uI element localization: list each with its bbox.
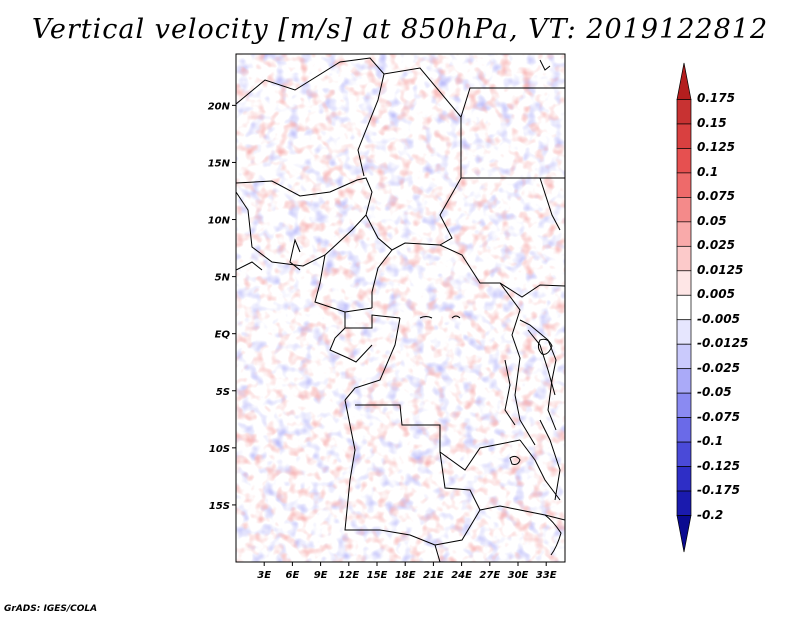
colorbar-label: 0.125 bbox=[697, 140, 735, 155]
colorbar-labels: 0.175 0.15 0.125 0.1 0.075 0.05 0.025 0.0125 0.0… bbox=[697, 0, 797, 618]
colorbar-segment bbox=[676, 197, 692, 223]
lat-tick-label: 20N bbox=[208, 101, 231, 112]
colorbar-segment bbox=[676, 294, 692, 321]
colorbar-segment bbox=[676, 148, 692, 174]
lat-tick-label: 10N bbox=[208, 216, 231, 227]
colorbar-label: 0.1 bbox=[697, 164, 719, 179]
colorbar-segment bbox=[676, 392, 692, 418]
colorbar bbox=[676, 62, 692, 553]
colorbar-segment bbox=[676, 466, 692, 492]
colorbar-label: -0.005 bbox=[697, 311, 740, 326]
colorbar-label: 0.075 bbox=[697, 189, 735, 204]
lon-tick-label: 21E bbox=[423, 570, 444, 581]
lon-tick-label: 18E bbox=[395, 570, 416, 581]
colorbar-segment bbox=[676, 62, 692, 100]
lon-tick-label: 30E bbox=[508, 570, 529, 581]
lon-tick-label: 24E bbox=[451, 570, 472, 581]
colorbar-segment bbox=[676, 99, 692, 125]
lon-tick-label: 3E bbox=[257, 570, 271, 581]
lon-tick-label: 9E bbox=[314, 570, 328, 581]
colorbar-label: 0.0125 bbox=[697, 262, 744, 277]
colorbar-label: 0.05 bbox=[697, 213, 727, 228]
colorbar-segment bbox=[676, 123, 692, 149]
lon-tick-label: 15E bbox=[367, 570, 388, 581]
colorbar-label: 0.175 bbox=[697, 91, 735, 106]
lat-tick-label: 10S bbox=[209, 444, 230, 455]
longitude-axis: 3E 6E 9E 12E 15E 18E 21E 24E 27E 30E 33E bbox=[257, 562, 557, 581]
lon-tick-label: 33E bbox=[536, 570, 557, 581]
colorbar-segment bbox=[676, 343, 692, 370]
colorbar-segment bbox=[676, 441, 692, 467]
colorbar-label: -0.025 bbox=[697, 360, 740, 375]
vertical-velocity-field bbox=[236, 54, 565, 562]
lon-tick-label: 27E bbox=[479, 570, 500, 581]
lat-tick-label: EQ bbox=[215, 330, 231, 341]
lat-tick-label: 15S bbox=[209, 501, 230, 512]
colorbar-segment bbox=[676, 515, 692, 553]
colorbar-segment bbox=[676, 221, 692, 247]
map-frame bbox=[235, 53, 566, 563]
colorbar-label: -0.075 bbox=[697, 409, 740, 424]
colorbar-label: 0.025 bbox=[697, 238, 735, 253]
political-boundaries bbox=[236, 57, 565, 562]
colorbar-label: -0.0125 bbox=[697, 336, 749, 351]
lat-tick-label: 5S bbox=[216, 387, 230, 398]
colorbar-label: 0.15 bbox=[697, 115, 727, 130]
colorbar-segment bbox=[676, 270, 692, 296]
colorbar-label: -0.05 bbox=[697, 385, 732, 400]
colorbar-segment bbox=[676, 319, 692, 345]
latitude-axis: 20N 15N 10N 5N EQ 5S 10S 15S bbox=[208, 101, 236, 512]
lat-tick-label: 5N bbox=[215, 273, 231, 284]
colorbar-segment bbox=[676, 245, 692, 272]
colorbar-segment bbox=[676, 368, 692, 394]
colorbar-segment bbox=[676, 417, 692, 443]
colorbar-label: -0.2 bbox=[697, 507, 724, 522]
colorbar-segment bbox=[676, 490, 692, 516]
grads-credit: GrADS: IGES/COLA bbox=[4, 604, 98, 614]
lon-tick-label: 12E bbox=[338, 570, 359, 581]
colorbar-label: 0.005 bbox=[697, 287, 735, 302]
lat-tick-label: 15N bbox=[208, 158, 231, 169]
colorbar-label: -0.125 bbox=[697, 458, 740, 473]
lon-tick-label: 6E bbox=[286, 570, 300, 581]
colorbar-label: -0.1 bbox=[697, 434, 724, 449]
colorbar-segment bbox=[676, 172, 692, 198]
map-title: Vertical velocity [m/s] at 850hPa, VT: 2… bbox=[31, 14, 769, 45]
colorbar-label: -0.175 bbox=[697, 483, 740, 498]
